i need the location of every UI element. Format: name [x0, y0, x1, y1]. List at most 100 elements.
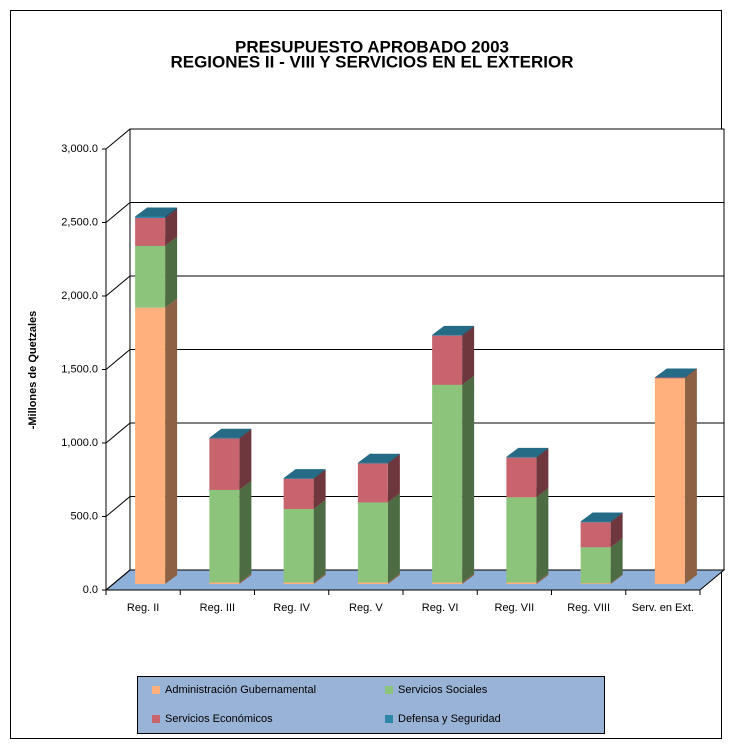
bar [209, 582, 240, 584]
bar [580, 583, 611, 584]
chart-title: PRESUPUESTO APROBADO 2003 [235, 37, 509, 56]
bar [283, 582, 314, 584]
bar [357, 462, 388, 464]
bar-top [283, 469, 326, 479]
bar-side [684, 369, 697, 584]
y-axis-label: -Millones de Quetzales [27, 311, 39, 430]
chart-title: REGIONES II - VIII Y SERVICIOS EN EL EXT… [170, 52, 573, 71]
bar-top [135, 207, 178, 217]
bar [506, 497, 537, 583]
bar-side [462, 326, 475, 385]
legend-label: Defensa y Seguridad [398, 713, 501, 725]
bar [432, 334, 463, 336]
bar-side [462, 325, 475, 336]
bar-side [165, 207, 178, 218]
bar [432, 384, 463, 583]
bar [506, 457, 537, 498]
bar [135, 307, 166, 584]
bar [209, 489, 240, 583]
bar [580, 521, 611, 523]
bar [506, 582, 537, 584]
bar [209, 438, 240, 490]
bar [432, 335, 463, 385]
x-tick-label: Reg. II [127, 602, 159, 614]
bar [135, 245, 166, 308]
bar [357, 463, 388, 503]
grid-diagonal [105, 128, 131, 150]
bar-side [239, 480, 252, 583]
bar-top [654, 368, 697, 378]
x-tick-label: Reg. V [349, 602, 383, 614]
bar-side [610, 538, 623, 584]
legend [137, 676, 605, 734]
legend-swatch [152, 715, 160, 723]
bar-side [610, 574, 623, 584]
y-tick-label: 1,000.0 [61, 437, 98, 449]
bar [357, 502, 388, 583]
y-tick-label: 500.0 [70, 510, 98, 522]
bar-side [239, 428, 252, 439]
bar-side [387, 493, 400, 583]
bar [135, 216, 166, 218]
y-tick-label: 3,000.0 [61, 143, 98, 155]
bar-top [357, 453, 400, 463]
y-tick-label: 2,000.0 [61, 290, 98, 302]
x-tick-label: Serv. en Ext. [632, 602, 694, 614]
bar-side [313, 469, 326, 510]
floor [104, 569, 726, 591]
bar [283, 478, 314, 510]
bar [654, 378, 685, 584]
bar-side [610, 512, 623, 523]
bar-side [239, 573, 252, 584]
bar-side [536, 447, 549, 458]
bar-side [239, 429, 252, 490]
bar-side [165, 298, 178, 584]
grid-diagonal [105, 349, 131, 370]
bar-side [313, 500, 326, 583]
bar [283, 509, 314, 583]
y-tick-label: 0.0 [83, 584, 98, 596]
bar-side [165, 236, 178, 308]
bar-side [610, 513, 623, 548]
x-tick-label: Reg. IV [273, 602, 310, 614]
x-tick-label: Reg. VIII [567, 602, 610, 614]
legend-swatch [152, 686, 160, 694]
bar [357, 582, 388, 584]
bar [654, 377, 685, 379]
bar-side [536, 488, 549, 583]
grid-diagonal [105, 569, 131, 591]
bar-side [387, 453, 400, 464]
bar-side [387, 454, 400, 503]
bar-side [165, 208, 178, 246]
grid-diagonal [105, 275, 131, 297]
grid-diagonal [105, 496, 131, 517]
x-tick-label: Reg. VI [422, 602, 459, 614]
bar [580, 522, 611, 548]
y-tick-label: 2,500.0 [61, 216, 98, 228]
bar-side [684, 368, 697, 379]
x-tick-label: Reg. III [200, 602, 235, 614]
x-tick-label: Reg. VII [495, 602, 535, 614]
legend-swatch [385, 715, 393, 723]
bar-top [209, 428, 252, 438]
bar-side [462, 573, 475, 584]
bar-top [580, 512, 623, 522]
bar [506, 456, 537, 458]
bar [283, 478, 314, 479]
bar [580, 547, 611, 584]
legend-label: Servicios Económicos [165, 713, 273, 725]
bar-side [536, 573, 549, 584]
legend-label: Administración Gubernamental [165, 684, 316, 696]
grid-diagonal [105, 422, 131, 444]
bar-top [432, 325, 475, 335]
bar-side [536, 448, 549, 498]
legend-label: Servicios Sociales [398, 684, 488, 696]
bar-top [506, 447, 549, 457]
bar [432, 582, 463, 584]
bar-side [387, 573, 400, 584]
bar [135, 217, 166, 246]
bar-side [313, 573, 326, 584]
y-tick-label: 1,500.0 [61, 363, 98, 375]
grid-diagonal [105, 202, 131, 223]
